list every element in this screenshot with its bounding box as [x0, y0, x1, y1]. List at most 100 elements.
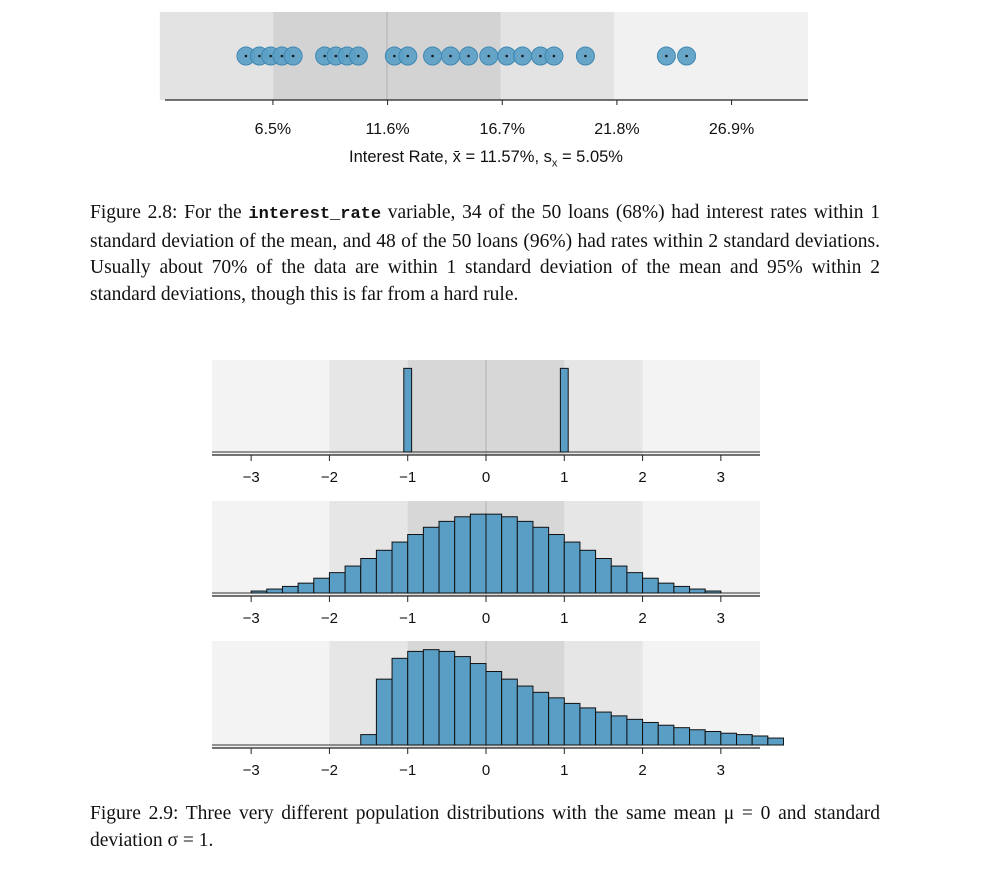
x-tick-label: 0 [482, 610, 490, 627]
data-point [575, 46, 595, 66]
histogram-bar [438, 650, 456, 746]
histogram-bar [516, 520, 534, 594]
x-tick-label: −3 [243, 610, 260, 627]
histogram-bar [689, 588, 706, 594]
histogram-bar [610, 715, 628, 746]
data-point [283, 46, 303, 66]
histogram-symmetric: −3 −2 −1 0 1 2 3 [212, 501, 760, 627]
histogram-bar [548, 534, 565, 594]
histogram-bar [266, 588, 283, 594]
histogram-bar [595, 711, 612, 746]
x-tick-label: 6.5% [255, 121, 291, 138]
histogram-bar [610, 565, 628, 594]
histogram-bar [548, 697, 565, 746]
x-tick-label: 16.7% [480, 121, 525, 138]
histogram-bar [579, 549, 597, 594]
x-tick-label: 0 [482, 469, 490, 486]
histogram-bar [407, 650, 424, 746]
histogram-bar [516, 685, 534, 746]
dot-plot-axis-label: Interest Rate, x̄ = 11.57%, sx = 5.05% [349, 148, 623, 170]
histogram-bar [657, 724, 675, 746]
x-tick-label: 3 [717, 469, 725, 486]
interest-rate-dot-plot: 6.5% 11.6% 16.7% 21.8% 26.9% [159, 12, 808, 138]
data-point [497, 46, 517, 66]
histogram-bar [281, 585, 299, 594]
histogram-bar [642, 577, 659, 594]
data-point [656, 46, 676, 66]
histogram-bar [469, 513, 487, 594]
histogram-bar [767, 737, 784, 746]
histogram-bar [563, 541, 581, 594]
x-tick-label: 3 [717, 610, 725, 627]
histogram-bar [532, 526, 550, 594]
data-point [544, 46, 564, 66]
x-tick-label: −1 [399, 762, 416, 778]
histogram-bar [704, 730, 722, 746]
x-tick-label: 26.9% [709, 121, 754, 138]
figure-2-9-caption: Figure 2.9: Three very different populat… [90, 803, 880, 851]
data-point [398, 46, 418, 66]
histogram-bar [642, 721, 659, 746]
x-tick-label: −2 [321, 762, 338, 778]
histogram-bar [360, 734, 377, 746]
data-point [236, 46, 256, 66]
histogram-bar [485, 671, 503, 746]
histogram-bar [313, 577, 330, 594]
x-tick-label: 1 [560, 762, 568, 778]
histogram-bar [438, 520, 456, 594]
histogram-bar [626, 718, 644, 746]
histogram-bar [454, 516, 471, 594]
histogram-bar [673, 727, 691, 746]
x-tick-label: 21.8% [594, 121, 639, 138]
histogram-bar [403, 367, 413, 453]
x-tick-label: 2 [638, 469, 646, 486]
x-tick-label: −2 [321, 610, 338, 627]
x-tick-label: 3 [717, 762, 725, 778]
x-tick-label: −3 [243, 762, 260, 778]
histogram-two-spikes: −3 −2 −1 0 1 2 3 [212, 360, 760, 486]
histogram-bar [626, 572, 644, 594]
data-point [348, 46, 368, 66]
histogram-right-skewed: −3 −2 −1 0 1 2 3 [212, 641, 784, 778]
histogram-bar [328, 572, 346, 594]
figure-2-8-caption: Figure 2.8: For the interest_rate variab… [90, 202, 880, 305]
data-point [512, 46, 532, 66]
x-tick-label: 11.6% [365, 121, 409, 138]
histogram-bar [407, 534, 424, 594]
histogram-bar [689, 729, 706, 746]
histogram-bar [469, 663, 487, 746]
histogram-bar [563, 702, 581, 746]
histogram-bar [250, 590, 268, 594]
histogram-bar [297, 582, 315, 594]
histogram-bar [704, 590, 722, 594]
data-point [479, 46, 499, 66]
x-tick-label: −2 [321, 469, 338, 486]
histogram-bar [720, 732, 738, 746]
histogram-bar [657, 582, 675, 594]
data-point [459, 46, 479, 66]
histogram-bar [375, 678, 393, 746]
x-tick-label: 1 [560, 610, 568, 627]
histogram-bar [501, 678, 518, 746]
histogram-bar [559, 367, 569, 453]
histogram-bar [344, 565, 362, 594]
x-tick-label: 2 [638, 762, 646, 778]
histogram-bar [422, 649, 440, 746]
histogram-bar [454, 656, 471, 746]
x-tick-label: 1 [560, 469, 568, 486]
histogram-bar [579, 707, 597, 746]
x-tick-label: 0 [482, 762, 490, 778]
histogram-bar [391, 657, 409, 746]
histogram-bar [391, 541, 409, 594]
histogram-bar [360, 558, 377, 594]
x-tick-label: −3 [243, 469, 260, 486]
data-point [441, 46, 461, 66]
histogram-bar [751, 735, 769, 746]
histogram-bar [595, 558, 612, 594]
x-tick-label: −1 [399, 469, 416, 486]
data-point [677, 46, 697, 66]
histogram-bar [485, 513, 503, 594]
x-tick-label: 2 [638, 610, 646, 627]
histogram-bar [673, 585, 691, 594]
data-point [423, 46, 443, 66]
